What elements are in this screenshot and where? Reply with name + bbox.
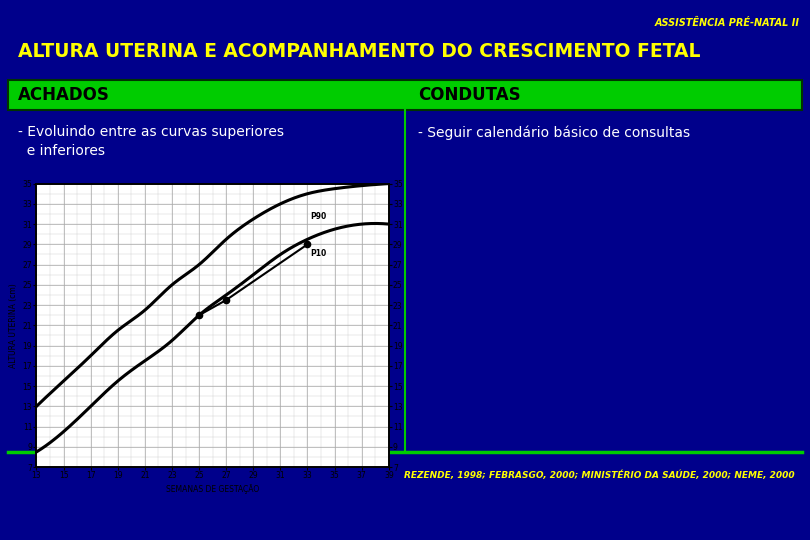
- Text: ACHADOS: ACHADOS: [18, 86, 110, 104]
- Text: CONDUTAS: CONDUTAS: [418, 86, 521, 104]
- X-axis label: SEMANAS DE GESTAÇÃO: SEMANAS DE GESTAÇÃO: [166, 484, 259, 494]
- Text: ALTURA UTERINA E ACOMPANHAMENTO DO CRESCIMENTO FETAL: ALTURA UTERINA E ACOMPANHAMENTO DO CRESC…: [18, 42, 701, 61]
- Y-axis label: ALTURA UTERINA (cm): ALTURA UTERINA (cm): [10, 283, 19, 368]
- Text: P90: P90: [310, 212, 326, 221]
- Text: e inferiores: e inferiores: [18, 144, 105, 158]
- Text: P10: P10: [310, 249, 326, 259]
- Bar: [8, 80, 802, 110]
- Text: REZENDE, 1998; FEBRASGO, 2000; MINISTÉRIO DA SAÚDE, 2000; NEME, 2000: REZENDE, 1998; FEBRASGO, 2000; MINISTÉRI…: [404, 470, 795, 480]
- Text: - Seguir calendário básico de consultas: - Seguir calendário básico de consultas: [418, 125, 690, 139]
- Text: - Evoluindo entre as curvas superiores: - Evoluindo entre as curvas superiores: [18, 125, 284, 139]
- Text: ASSISTÊNCIA PRÉ-NATAL II: ASSISTÊNCIA PRÉ-NATAL II: [655, 18, 800, 28]
